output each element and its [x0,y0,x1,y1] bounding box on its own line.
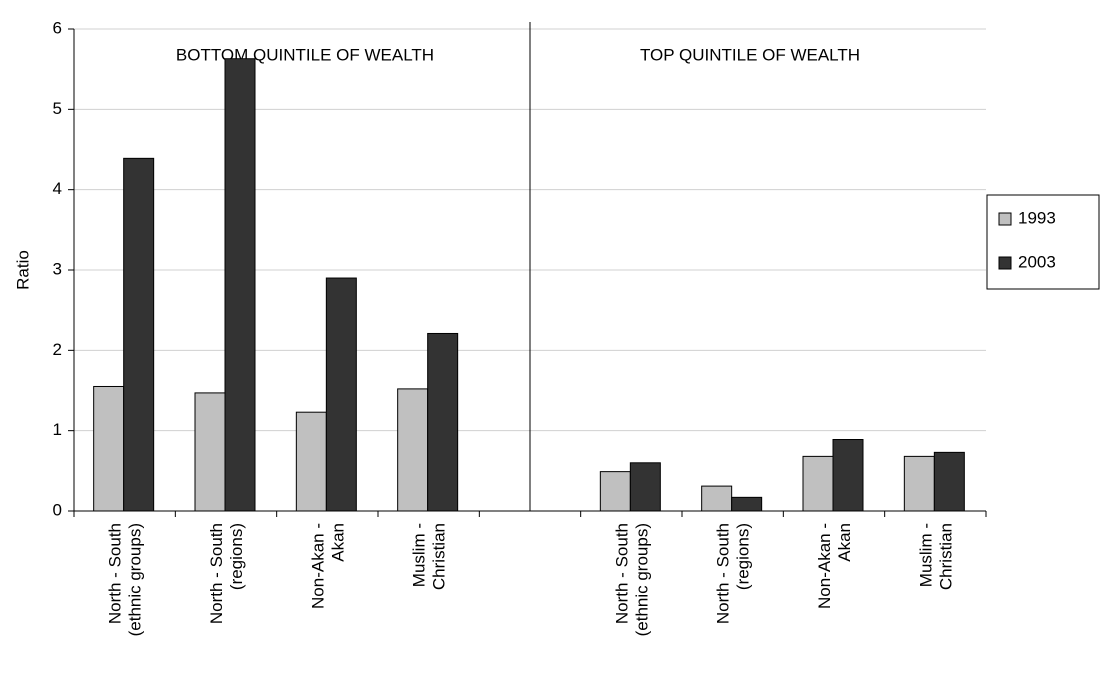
bar [599,471,631,512]
x-tick-label: North - South(regions) [207,523,246,624]
y-tick-label: 6 [53,18,62,37]
bar [194,392,226,512]
legend-swatch [998,256,1012,270]
bar [629,462,661,512]
bar [933,451,965,512]
y-tick-label: 5 [53,99,62,118]
bar [701,485,733,512]
bar [325,277,357,512]
y-tick-label: 2 [53,340,62,359]
bar [832,439,864,512]
bar [224,58,256,512]
bar [731,496,763,512]
x-tick-label: Muslim -Christian [410,523,449,590]
x-tick-label: North - South(ethnic groups) [106,523,145,636]
annotation: BOTTOM QUINTILE OF WEALTH [176,45,434,64]
annotation: TOP QUINTILE OF WEALTH [640,45,860,64]
legend-box [986,194,1100,290]
legend-swatch [998,212,1012,226]
x-tick-label: Non-Akan -Akan [308,523,347,609]
y-tick-label: 4 [53,179,62,198]
y-tick-label: 3 [53,259,62,278]
x-tick-label: Non-Akan -Akan [815,523,854,609]
legend-label: 2003 [1018,252,1056,271]
x-tick-label: North - South(regions) [714,523,753,624]
bar [427,332,459,512]
bar [397,388,429,512]
x-tick-label: North - South(ethnic groups) [612,523,651,636]
y-tick-label: 1 [53,420,62,439]
bar [802,455,834,512]
bar [123,157,155,512]
x-tick-label: Muslim -Christian [916,523,955,590]
bar [903,455,935,512]
bar [295,411,327,512]
y-tick-label: 0 [53,500,62,519]
bar [93,385,125,512]
y-axis-label: Ratio [13,250,32,290]
legend-label: 1993 [1018,208,1056,227]
